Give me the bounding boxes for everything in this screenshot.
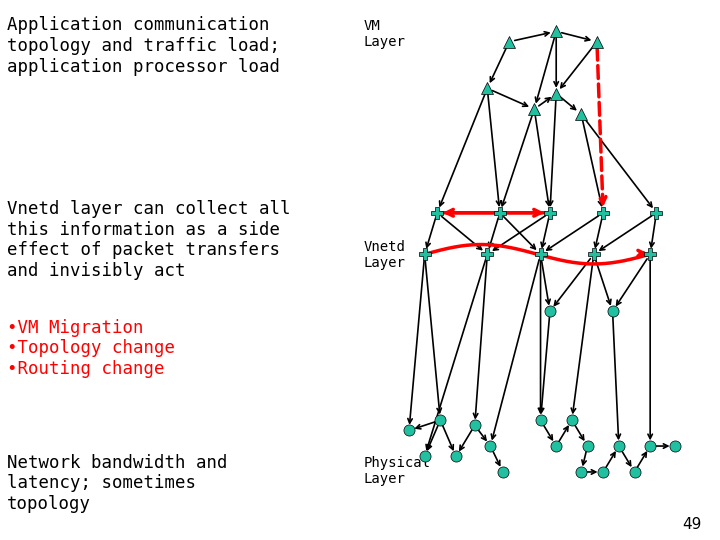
Text: Vnetd layer can collect all
this information as a side
effect of packet transfer: Vnetd layer can collect all this informa… xyxy=(7,200,291,280)
Text: Application communication
topology and traffic load;
application processor load: Application communication topology and t… xyxy=(7,16,280,76)
Text: •VM Migration
•Topology change
•Routing change: •VM Migration •Topology change •Routing … xyxy=(7,319,175,378)
Text: VM
Layer: VM Layer xyxy=(364,19,405,49)
Text: Vnetd
Layer: Vnetd Layer xyxy=(364,240,405,271)
Text: 49: 49 xyxy=(683,517,702,532)
Text: Network bandwidth and
latency; sometimes
topology: Network bandwidth and latency; sometimes… xyxy=(7,454,228,513)
Text: Physical
Layer: Physical Layer xyxy=(364,456,431,487)
